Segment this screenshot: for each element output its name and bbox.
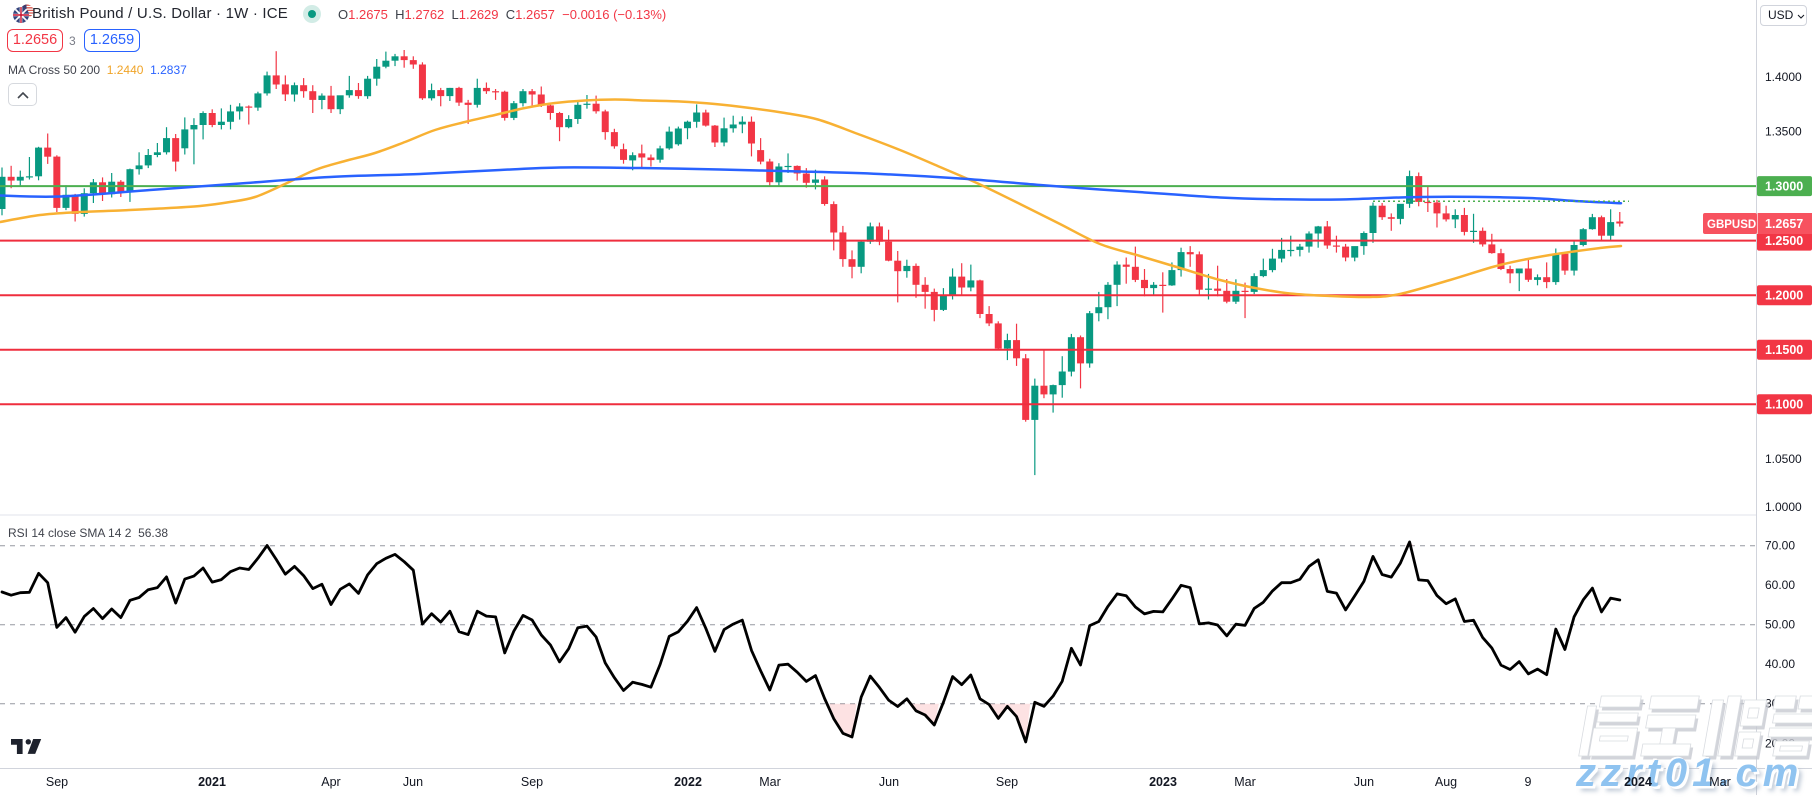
svg-text:1.0000: 1.0000 (1765, 500, 1802, 514)
svg-text:1.2500: 1.2500 (1765, 234, 1803, 248)
svg-text:1.3000: 1.3000 (1765, 180, 1803, 194)
svg-text:50.00: 50.00 (1765, 618, 1795, 632)
svg-text:1.4000: 1.4000 (1765, 70, 1802, 84)
svg-text:70.00: 70.00 (1765, 539, 1795, 553)
svg-text:1.2657: 1.2657 (1765, 217, 1803, 231)
svg-text:1.2000: 1.2000 (1765, 289, 1803, 303)
svg-text:1.1500: 1.1500 (1765, 343, 1803, 357)
svg-text:60.00: 60.00 (1765, 578, 1795, 592)
svg-text:1.3500: 1.3500 (1765, 125, 1802, 139)
svg-text:GBPUSD: GBPUSD (1707, 219, 1756, 231)
svg-text:1.0500: 1.0500 (1765, 452, 1802, 466)
svg-text:40.00: 40.00 (1765, 657, 1795, 671)
svg-text:1.1000: 1.1000 (1765, 398, 1803, 412)
